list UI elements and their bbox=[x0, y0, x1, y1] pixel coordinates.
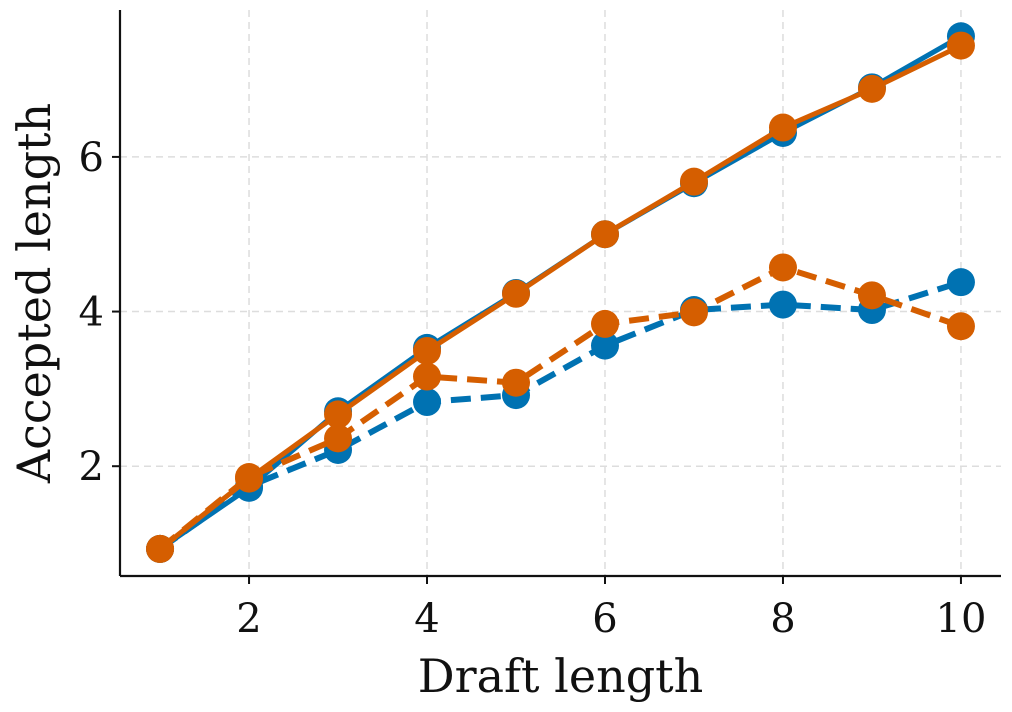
data-point bbox=[324, 424, 353, 453]
x-tick-label: 4 bbox=[414, 596, 439, 642]
data-point bbox=[590, 331, 619, 360]
data-point bbox=[413, 388, 442, 417]
data-point bbox=[857, 74, 886, 103]
data-point bbox=[590, 220, 619, 249]
data-point bbox=[590, 309, 619, 338]
x-tick-label: 10 bbox=[936, 596, 987, 642]
data-point bbox=[324, 400, 353, 429]
data-point bbox=[946, 31, 975, 60]
data-point bbox=[502, 368, 531, 397]
data-point bbox=[946, 312, 975, 341]
x-tick-label: 6 bbox=[592, 596, 617, 642]
x-tick-label: 2 bbox=[236, 596, 261, 642]
data-point bbox=[146, 534, 175, 563]
series-group bbox=[146, 22, 975, 563]
series-line-3 bbox=[158, 264, 962, 552]
data-point bbox=[413, 336, 442, 365]
data-point bbox=[768, 253, 797, 282]
series-line-0 bbox=[158, 34, 963, 551]
x-axis-title: Draft length bbox=[418, 649, 704, 703]
data-point bbox=[857, 281, 886, 310]
series-3 bbox=[146, 253, 975, 563]
data-point bbox=[768, 113, 797, 142]
series-line-1 bbox=[158, 279, 962, 552]
series-2 bbox=[146, 31, 975, 563]
data-point bbox=[946, 268, 975, 297]
data-point bbox=[235, 463, 264, 492]
series-0 bbox=[146, 22, 975, 563]
data-point bbox=[768, 290, 797, 319]
y-tick-label: 2 bbox=[79, 444, 104, 490]
y-axis-title: Accepted length bbox=[7, 103, 61, 484]
y-tick-label: 6 bbox=[79, 135, 104, 181]
x-tick-label: 8 bbox=[770, 596, 795, 642]
ticks: 2 4 6 8 10 2 4 6 bbox=[79, 135, 987, 642]
series-line-2 bbox=[158, 43, 963, 551]
data-point bbox=[679, 298, 708, 327]
series-1 bbox=[146, 268, 975, 563]
data-point bbox=[413, 362, 442, 391]
y-tick-label: 4 bbox=[79, 290, 104, 336]
data-point bbox=[502, 279, 531, 308]
axes bbox=[118, 10, 1001, 578]
data-point bbox=[679, 167, 708, 196]
